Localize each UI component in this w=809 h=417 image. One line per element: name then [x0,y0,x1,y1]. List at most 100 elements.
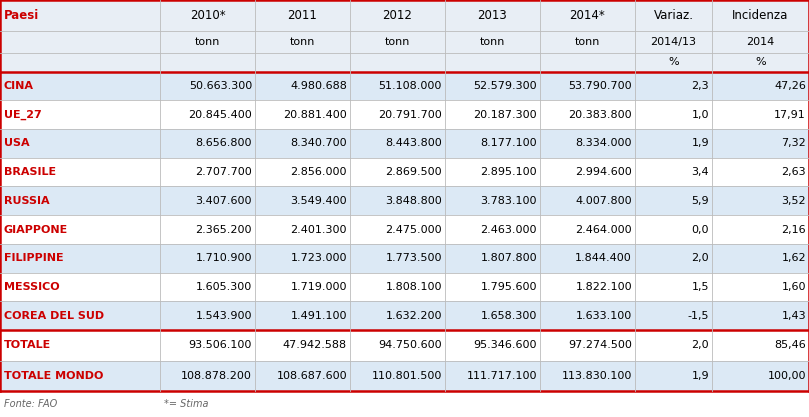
Text: BRASILE: BRASILE [4,167,56,177]
Text: 2010*: 2010* [189,9,226,22]
Text: 1.543.900: 1.543.900 [196,311,252,321]
Text: 2.463.000: 2.463.000 [481,224,537,234]
Text: 8.334.000: 8.334.000 [575,138,632,148]
Text: 3.549.400: 3.549.400 [290,196,347,206]
Text: 2.856.000: 2.856.000 [290,167,347,177]
Text: 1.658.300: 1.658.300 [481,311,537,321]
Text: 1.491.100: 1.491.100 [290,311,347,321]
Text: 20.881.400: 20.881.400 [283,110,347,120]
Text: 50.663.300: 50.663.300 [188,81,252,91]
Text: 2012: 2012 [383,9,413,22]
Text: 7,32: 7,32 [781,138,806,148]
Bar [0,158,809,186]
Text: 1,62: 1,62 [781,253,806,263]
Text: 2.464.000: 2.464.000 [575,224,632,234]
Text: 2.895.100: 2.895.100 [481,167,537,177]
Text: 2.869.500: 2.869.500 [385,167,442,177]
Bar [0,215,809,244]
Text: 2011: 2011 [287,9,317,22]
Text: 97.274.500: 97.274.500 [568,340,632,350]
Text: 1,5: 1,5 [692,282,709,292]
Text: USA: USA [4,138,30,148]
Bar [0,100,809,129]
Text: 1.633.100: 1.633.100 [576,311,632,321]
Text: 85,46: 85,46 [774,340,806,350]
Text: 8.340.700: 8.340.700 [290,138,347,148]
Bar [0,0,809,72]
Text: 8.443.800: 8.443.800 [385,138,442,148]
Text: 2014: 2014 [747,37,775,47]
Bar [0,273,809,301]
Text: 2,0: 2,0 [692,253,709,263]
Text: 2.707.700: 2.707.700 [195,167,252,177]
Text: 1.710.900: 1.710.900 [196,253,252,263]
Text: 1,9: 1,9 [692,138,709,148]
Text: 20.791.700: 20.791.700 [379,110,442,120]
Bar [0,330,809,361]
Bar [0,392,809,417]
Text: 1.822.100: 1.822.100 [575,282,632,292]
Text: 2,3: 2,3 [692,81,709,91]
Text: 1,0: 1,0 [692,110,709,120]
Text: 20.845.400: 20.845.400 [188,110,252,120]
Text: 47,26: 47,26 [774,81,806,91]
Text: 1.605.300: 1.605.300 [196,282,252,292]
Text: 20.383.800: 20.383.800 [569,110,632,120]
Text: 51.108.000: 51.108.000 [379,81,442,91]
Text: 94.750.600: 94.750.600 [379,340,442,350]
Text: UE_27: UE_27 [4,110,42,120]
Text: 1.723.000: 1.723.000 [290,253,347,263]
Text: tonn: tonn [575,37,600,47]
Text: %: % [668,58,679,68]
Text: 3.783.100: 3.783.100 [481,196,537,206]
Text: RUSSIA: RUSSIA [4,196,49,206]
Text: 2.401.300: 2.401.300 [290,224,347,234]
Text: 4.007.800: 4.007.800 [575,196,632,206]
Text: MESSICO: MESSICO [4,282,60,292]
Text: 1.632.200: 1.632.200 [386,311,442,321]
Text: 3,52: 3,52 [781,196,806,206]
Text: Fonte: FAO: Fonte: FAO [4,399,57,409]
Text: Incidenza: Incidenza [732,9,789,22]
Text: 1,43: 1,43 [781,311,806,321]
Text: tonn: tonn [480,37,505,47]
Text: 52.579.300: 52.579.300 [473,81,537,91]
Text: 4.980.688: 4.980.688 [290,81,347,91]
Text: 5,9: 5,9 [692,196,709,206]
Text: 2.994.600: 2.994.600 [575,167,632,177]
Text: 2,0: 2,0 [692,340,709,350]
Text: *= Stima: *= Stima [164,399,209,409]
Text: 93.506.100: 93.506.100 [188,340,252,350]
Text: 53.790.700: 53.790.700 [569,81,632,91]
Text: Variaz.: Variaz. [654,9,693,22]
Bar [0,301,809,330]
Bar [0,361,809,392]
Text: 2013: 2013 [477,9,507,22]
Text: 1.807.800: 1.807.800 [481,253,537,263]
Text: 1.719.000: 1.719.000 [290,282,347,292]
Text: 95.346.600: 95.346.600 [473,340,537,350]
Text: 110.801.500: 110.801.500 [371,371,442,381]
Text: %: % [755,58,766,68]
Text: 111.717.100: 111.717.100 [467,371,537,381]
Text: 8.177.100: 8.177.100 [481,138,537,148]
Text: 47.942.588: 47.942.588 [283,340,347,350]
Text: 8.656.800: 8.656.800 [196,138,252,148]
Text: tonn: tonn [385,37,410,47]
Text: 17,91: 17,91 [774,110,806,120]
Text: 1.844.400: 1.844.400 [575,253,632,263]
Text: 3.407.600: 3.407.600 [196,196,252,206]
Bar [0,129,809,158]
Text: 1.773.500: 1.773.500 [386,253,442,263]
Text: 2.475.000: 2.475.000 [385,224,442,234]
Text: 20.187.300: 20.187.300 [473,110,537,120]
Text: 1.808.100: 1.808.100 [386,282,442,292]
Text: 2,16: 2,16 [781,224,806,234]
Text: 2.365.200: 2.365.200 [196,224,252,234]
Text: 3.848.800: 3.848.800 [385,196,442,206]
Bar [0,72,809,100]
Bar [0,244,809,273]
Text: FILIPPINE: FILIPPINE [4,253,64,263]
Text: GIAPPONE: GIAPPONE [4,224,68,234]
Text: TOTALE MONDO: TOTALE MONDO [4,371,104,381]
